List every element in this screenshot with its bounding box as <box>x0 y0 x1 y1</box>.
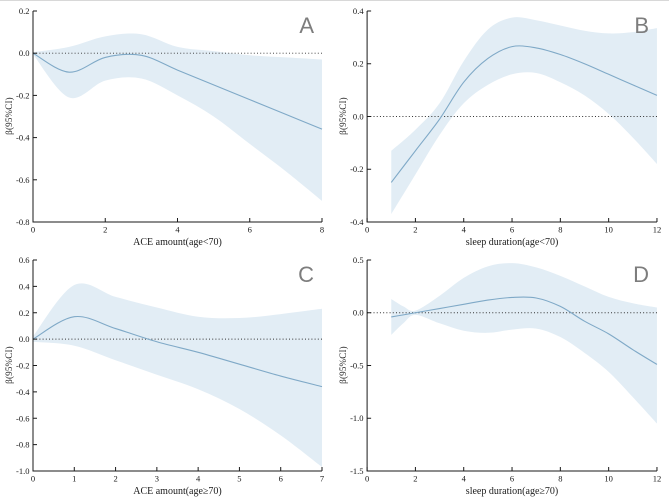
svg-text:-0.6: -0.6 <box>16 413 29 423</box>
svg-text:0.2: 0.2 <box>19 6 30 16</box>
svg-text:10: 10 <box>604 474 613 484</box>
svg-text:-0.8: -0.8 <box>16 440 29 450</box>
panel-b-chart: 0 2 4 6 8 10 12 0.4 0.2 0.0 -0.2 -0.4 <box>350 6 662 235</box>
svg-text:0.0: 0.0 <box>19 334 30 344</box>
svg-text:6: 6 <box>510 225 514 235</box>
panel-d-x-axis-label: sleep duration(age≥70) <box>465 486 559 497</box>
panel-a-chart: 0 2 4 6 8 0.2 0.0 -0.2 -0.4 -0.6 -0.8 <box>16 6 324 235</box>
svg-text:0.2: 0.2 <box>353 59 364 69</box>
panel-b: 0 2 4 6 8 10 12 0.4 0.2 0.0 -0.2 -0.4 β(95%CI) slee… <box>334 1 669 250</box>
svg-text:2: 2 <box>413 474 417 484</box>
panel-d: 0 2 4 6 8 10 12 0.5 0.0 -0.5 -1.0 -1.5 β(95%CI) sle… <box>334 250 669 499</box>
svg-text:0.6: 0.6 <box>19 255 30 265</box>
svg-text:2: 2 <box>113 474 117 484</box>
panel-c-letter: C <box>298 262 314 287</box>
svg-text:5: 5 <box>237 474 241 484</box>
svg-text:0: 0 <box>31 474 35 484</box>
panel-b-letter: B <box>634 13 649 38</box>
svg-text:-0.2: -0.2 <box>16 90 29 100</box>
svg-text:10: 10 <box>604 225 613 235</box>
svg-text:12: 12 <box>653 474 662 484</box>
svg-text:-0.5: -0.5 <box>350 361 363 371</box>
svg-text:4: 4 <box>462 474 467 484</box>
svg-text:-0.4: -0.4 <box>16 133 30 143</box>
panel-d-chart: 0 2 4 6 8 10 12 0.5 0.0 -0.5 -1.0 -1.5 <box>350 255 662 484</box>
svg-text:0.5: 0.5 <box>353 255 364 265</box>
svg-text:0.0: 0.0 <box>353 308 364 318</box>
panel-d-letter: D <box>633 262 649 287</box>
panel-c-y-axis-label: β(95%CI) <box>4 346 14 384</box>
svg-text:0.4: 0.4 <box>353 6 364 16</box>
svg-text:6: 6 <box>510 474 514 484</box>
svg-text:2: 2 <box>103 225 107 235</box>
svg-text:-1.0: -1.0 <box>16 466 29 476</box>
svg-text:-1.5: -1.5 <box>350 466 363 476</box>
svg-text:7: 7 <box>320 474 324 484</box>
svg-text:4: 4 <box>175 225 180 235</box>
panel-b-x-axis-label: sleep duration(age<70) <box>465 237 559 248</box>
svg-text:-0.6: -0.6 <box>16 175 29 185</box>
svg-text:8: 8 <box>558 474 562 484</box>
svg-text:0: 0 <box>365 474 369 484</box>
svg-text:3: 3 <box>155 474 159 484</box>
svg-text:0.2: 0.2 <box>19 308 30 318</box>
svg-text:12: 12 <box>653 225 662 235</box>
panel-c-x-axis-label: ACE amount(age≥70) <box>133 486 222 497</box>
svg-text:0.4: 0.4 <box>19 281 30 291</box>
svg-text:0: 0 <box>31 225 35 235</box>
svg-text:4: 4 <box>196 474 201 484</box>
panel-a-x-axis-label: ACE amount(age<70) <box>133 237 222 248</box>
svg-text:-0.8: -0.8 <box>16 217 29 227</box>
svg-text:-0.4: -0.4 <box>350 217 364 227</box>
svg-text:-1.0: -1.0 <box>350 413 363 423</box>
svg-text:1: 1 <box>72 474 76 484</box>
panel-d-y-axis-label: β(95%CI) <box>338 346 348 384</box>
panel-a: 0 2 4 6 8 0.2 0.0 -0.2 -0.4 -0.6 -0.8 β(95%CI) ACE… <box>0 1 334 250</box>
svg-text:-0.4: -0.4 <box>16 387 30 397</box>
svg-text:8: 8 <box>320 225 324 235</box>
svg-text:4: 4 <box>462 225 467 235</box>
svg-text:-0.2: -0.2 <box>350 164 363 174</box>
svg-text:2: 2 <box>413 225 417 235</box>
svg-text:0: 0 <box>365 225 369 235</box>
svg-text:0.0: 0.0 <box>353 112 364 122</box>
svg-text:-0.2: -0.2 <box>16 361 29 371</box>
svg-text:8: 8 <box>558 225 562 235</box>
panel-c: 0 1 2 3 4 5 6 7 0.6 0.4 0.2 0.0 -0.2 -0.4 -0.6 -0.8 -1.0… <box>0 250 334 499</box>
svg-text:6: 6 <box>279 474 283 484</box>
svg-text:6: 6 <box>248 225 252 235</box>
svg-text:0.0: 0.0 <box>19 48 30 58</box>
panel-a-letter: A <box>299 13 314 38</box>
panel-a-y-axis-label: β(95%CI) <box>4 97 14 135</box>
panel-c-chart: 0 1 2 3 4 5 6 7 0.6 0.4 0.2 0.0 -0.2 -0.4 -0.6 -0.8 -1.0 <box>16 255 324 484</box>
panel-b-y-axis-label: β(95%CI) <box>338 97 348 135</box>
